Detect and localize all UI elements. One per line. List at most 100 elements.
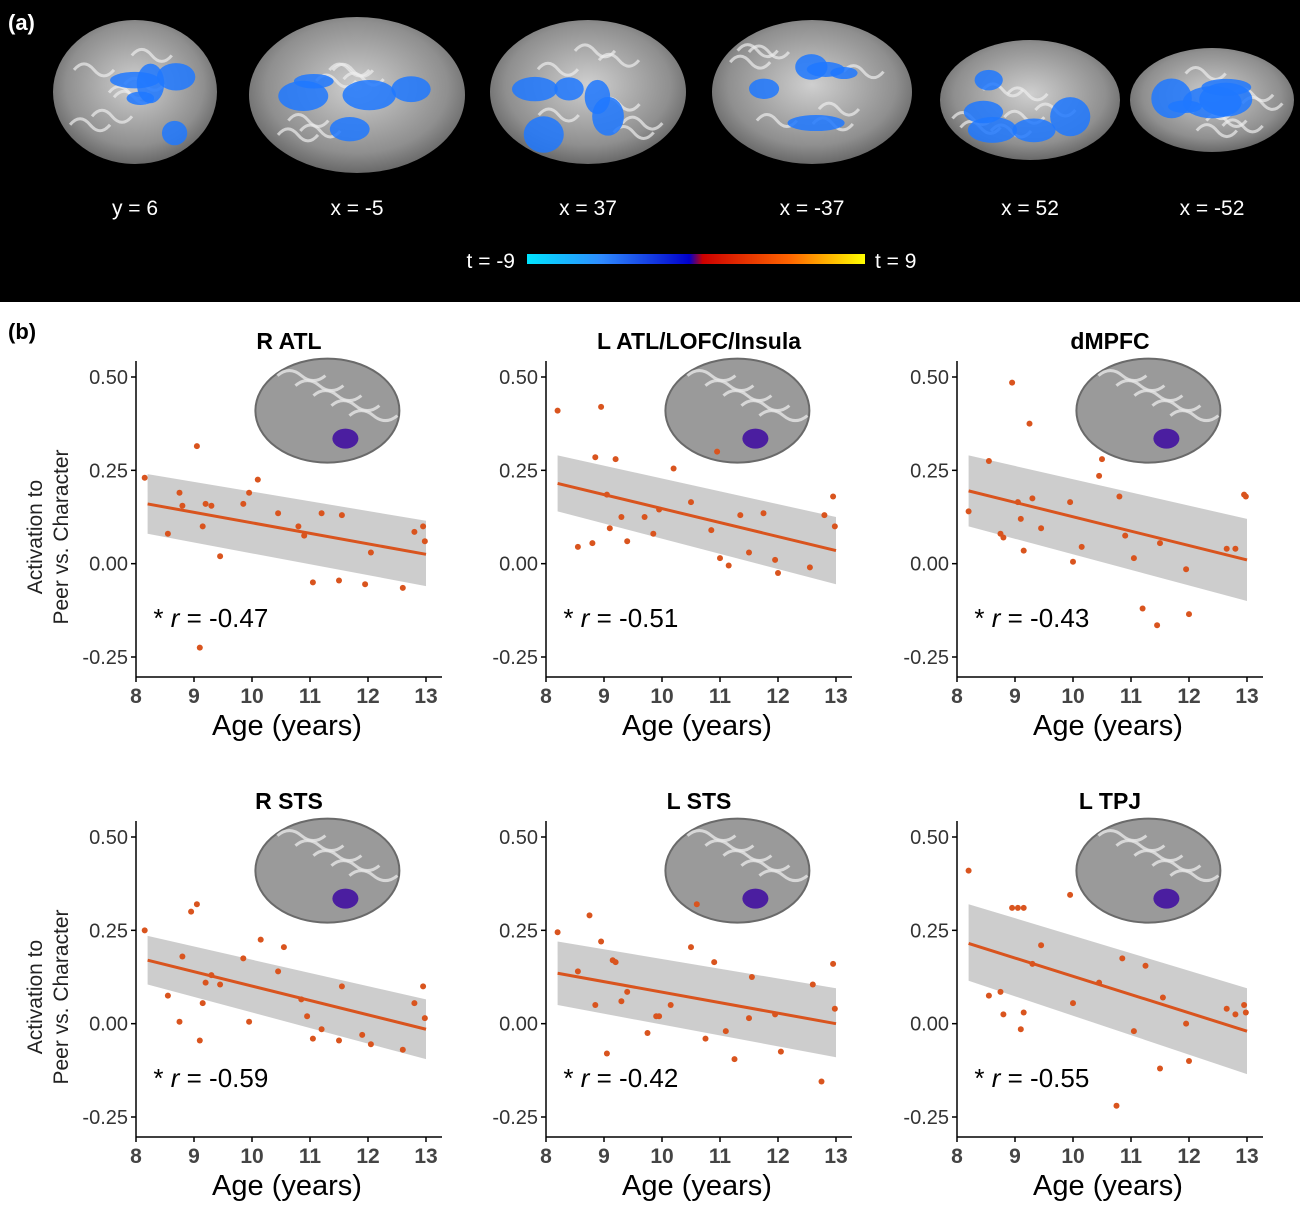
data-point (411, 1000, 418, 1007)
x-tick-label: 10 (650, 1145, 673, 1168)
data-point (399, 584, 406, 591)
brain-slice-3 (490, 20, 686, 164)
data-point (246, 1018, 253, 1025)
x-axis-label: Age (years) (622, 710, 772, 742)
x-tick-label: 9 (598, 1145, 610, 1168)
gyrus-line (740, 859, 791, 873)
data-point (420, 983, 427, 990)
y-axis-label-line2: Peer vs. Character (50, 909, 73, 1084)
activation-blob (329, 117, 370, 142)
gyrus-line (68, 117, 112, 133)
data-point (1067, 499, 1074, 506)
correlation-annotation: * r = -0.59 (153, 1063, 268, 1093)
correlation-annotation: * r = -0.55 (974, 1063, 1089, 1093)
data-point (295, 523, 302, 530)
data-point (1070, 1000, 1076, 1007)
y-tick-label: 0.50 (499, 827, 538, 849)
x-tick-label: 11 (299, 1145, 322, 1168)
gyrus-line (817, 101, 861, 117)
data-point (309, 579, 316, 586)
data-point (574, 543, 581, 550)
x-tick-label: 8 (130, 1145, 142, 1168)
gyrus-line (130, 47, 173, 63)
x-tick-label: 12 (356, 1145, 379, 1168)
regression-line (557, 971, 837, 1026)
data-point (737, 512, 744, 519)
x-tick-label: 9 (188, 685, 200, 708)
brain-slice-2 (249, 17, 465, 173)
x-tick-label: 9 (188, 1145, 200, 1168)
x-tick-label: 12 (1177, 685, 1200, 708)
data-point (688, 499, 694, 506)
data-point (731, 1056, 738, 1063)
brain-slice-shape (712, 20, 912, 164)
y-tick-label: 0.00 (499, 554, 538, 576)
gyrus-line (312, 389, 363, 403)
data-point (618, 998, 625, 1005)
regression-line (557, 481, 837, 553)
data-point (1139, 605, 1146, 612)
panel-b: (b) Activation to Peer vs. Character Activa… (0, 302, 1300, 1224)
data-point (1183, 1020, 1190, 1027)
gyrus-line (1169, 409, 1220, 423)
y-tick-label: 0.50 (89, 827, 128, 849)
chart-6: L TPJ -0.25 0.00 0.25 0.50 8 9 10 11 12 13 Age (yea… (903, 788, 1263, 1202)
x-tick-label: 11 (709, 685, 732, 708)
colorbar-max-label: t = 9 (875, 250, 916, 273)
data-point (688, 944, 694, 951)
gyrus-line (1133, 389, 1184, 403)
y-tick-label: 0.00 (910, 1014, 949, 1036)
data-point (1009, 904, 1016, 911)
data-point (1241, 1002, 1248, 1008)
data-point (650, 530, 657, 537)
data-point (1119, 955, 1126, 962)
x-axis-label: Age (years) (1033, 710, 1183, 742)
significance-star: * (153, 603, 170, 633)
data-point (1157, 540, 1163, 547)
data-point (589, 540, 596, 547)
gyrus-line (536, 61, 580, 77)
data-point (830, 493, 837, 500)
data-point (1122, 532, 1129, 539)
activation-blob (554, 77, 584, 101)
y-tick-label: 0.00 (89, 1014, 128, 1036)
slice-coordinate-label: x = -5 (330, 197, 383, 220)
data-point (831, 1005, 838, 1012)
data-point (1142, 962, 1149, 969)
y-tick-label: -0.25 (492, 647, 538, 669)
data-point (1067, 891, 1074, 898)
roi-highlight (742, 428, 769, 449)
data-point (362, 581, 369, 588)
y-tick-label: 0.00 (89, 554, 128, 576)
x-tick-label: 11 (709, 1145, 732, 1168)
data-point (746, 1015, 752, 1022)
activation-blob (584, 79, 611, 115)
gyrus-line (621, 115, 664, 131)
x-tick-label: 12 (766, 1145, 789, 1168)
data-point (193, 443, 200, 450)
y-tick-label: 0.50 (499, 367, 538, 389)
panel-b-label: (b) (8, 319, 36, 344)
x-tick-label: 11 (1120, 1145, 1143, 1168)
y-tick-label: 0.25 (499, 920, 538, 942)
data-point (367, 1041, 374, 1048)
data-point (831, 523, 838, 530)
activation-blob (748, 78, 780, 99)
gyrus-line (722, 389, 773, 403)
brain-inset (664, 357, 811, 464)
activation-blob (967, 116, 1017, 143)
gyrus-line (348, 409, 399, 423)
data-point (1017, 515, 1024, 522)
confidence-band (968, 904, 1247, 1075)
data-point (586, 912, 593, 919)
panel-a: (a) y = 6 x = -5 x = 37 x = -37 x = 52 x = -52… (0, 0, 1300, 302)
x-tick-label: 13 (1235, 1145, 1258, 1168)
data-point (1159, 994, 1166, 1001)
gyrus-line (331, 62, 375, 78)
activation-blob (391, 76, 431, 103)
gyrus-line (287, 113, 330, 129)
y-axis-label-line1: Activation to (24, 940, 47, 1054)
data-point (1130, 1028, 1137, 1035)
gyrus-line (1097, 829, 1148, 843)
data-point (202, 979, 209, 986)
